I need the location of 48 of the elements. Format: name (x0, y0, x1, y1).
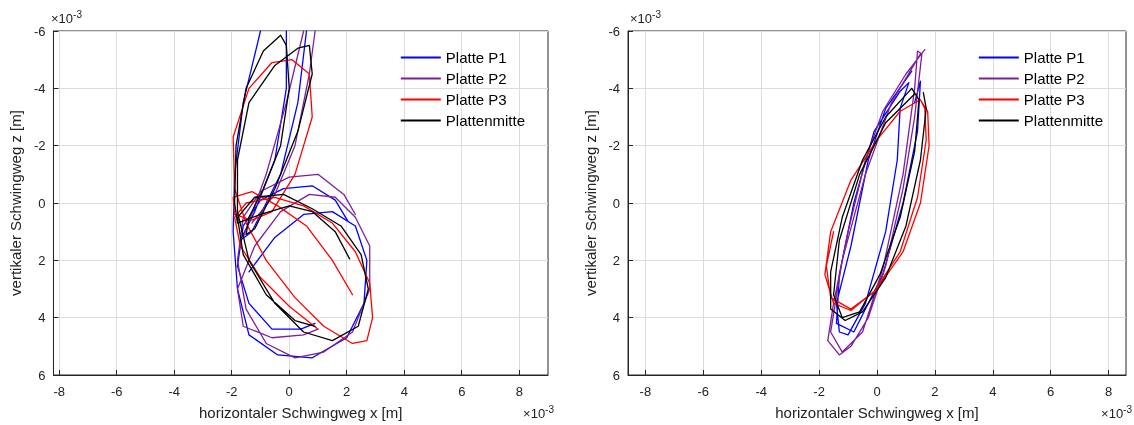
line-series (827, 48, 926, 356)
y-tick-label: 0 (38, 195, 46, 211)
x-tick-label: -4 (168, 384, 180, 399)
y-tick-label: -4 (608, 80, 620, 96)
x-tick-label: 8 (1105, 384, 1113, 399)
x-tick-label: 2 (931, 384, 939, 399)
line-series (824, 99, 930, 312)
legend-label: Plattenmitte (445, 112, 526, 129)
y-tick-label: -6 (33, 23, 46, 39)
x-tick-label: 0 (285, 384, 293, 399)
x-tick-label: -8 (639, 384, 652, 399)
legend-label: Plattenmitte (1023, 112, 1104, 129)
y-tick-label: -2 (33, 138, 46, 154)
x-tick-label: 6 (1047, 384, 1055, 399)
x-tick-label: -6 (110, 384, 123, 399)
x-tick-label: -8 (53, 384, 65, 399)
y-tick-label: 2 (612, 252, 620, 268)
x-axis-title: horizontaler Schwingweg x [m] (775, 404, 979, 421)
x-tick-label: 4 (989, 384, 997, 399)
y-tick-label: 2 (38, 252, 46, 268)
legend-label: Platte P3 (445, 91, 507, 108)
y-tick-label: 4 (38, 310, 46, 326)
y-tick-label: -2 (608, 138, 620, 154)
x-tick-label: 2 (343, 384, 351, 399)
x-tick-label: 6 (458, 384, 466, 399)
y-tick-label: 4 (612, 310, 620, 326)
legend-label: Platte P2 (1023, 70, 1085, 87)
y-tick-label: 0 (612, 195, 620, 211)
x-tick-label: 0 (873, 384, 881, 399)
legend-label: Platte P1 (445, 49, 507, 66)
y-axis-title: vertikaler Schwingweg z [m] (7, 110, 24, 296)
legend-label: Platte P2 (445, 70, 507, 87)
x-tick-label: -2 (225, 384, 238, 399)
y-tick-label: -4 (33, 80, 46, 96)
legend-label: Platte P3 (1023, 91, 1085, 108)
y-tick-label: 6 (38, 367, 46, 383)
legend-label: Platte P1 (1023, 49, 1085, 66)
line-series (830, 87, 927, 322)
y-axis-title: vertikaler Schwingweg z [m] (581, 110, 599, 296)
x-tick-label: -2 (813, 384, 825, 399)
x-tick-label: -4 (755, 384, 767, 399)
x-axis-title: horizontaler Schwingweg x [m] (199, 404, 403, 421)
y-tick-label: 6 (612, 367, 620, 383)
x-tick-label: 4 (400, 384, 408, 399)
y-tick-label: -6 (608, 23, 620, 39)
line-series (835, 70, 922, 336)
x-tick-label: 8 (515, 384, 523, 399)
x-tick-label: -6 (697, 384, 710, 399)
